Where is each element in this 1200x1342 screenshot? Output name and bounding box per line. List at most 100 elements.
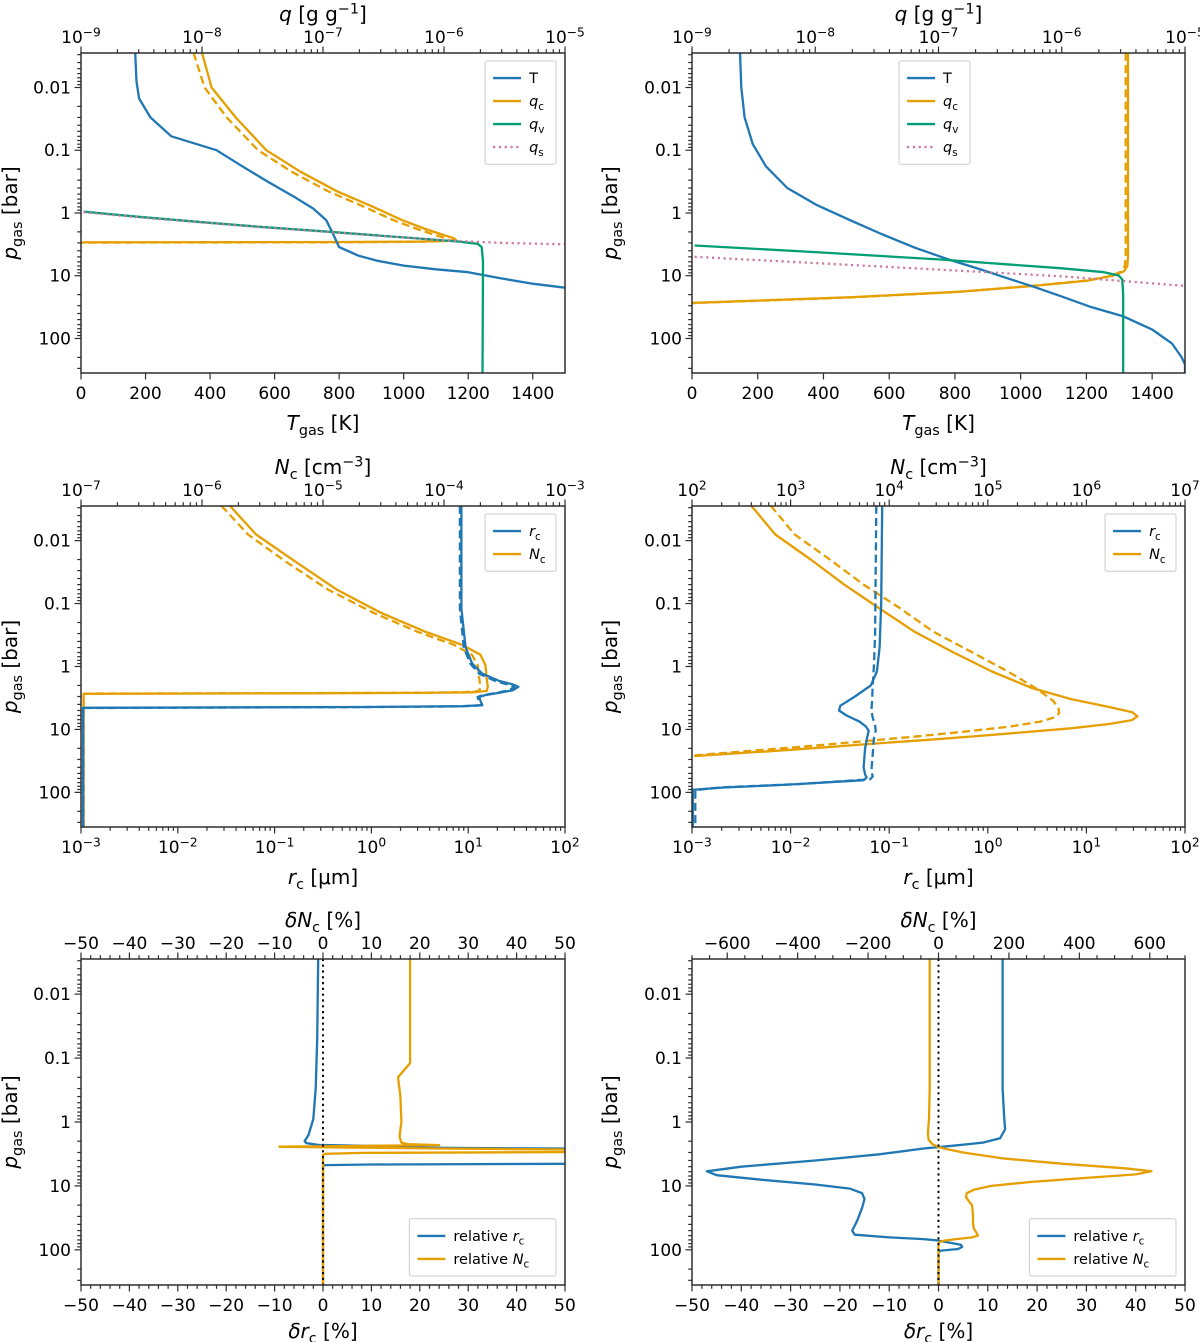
legend-box	[408, 1218, 557, 1277]
series-q_c	[83, 53, 457, 244]
tick-label: −50	[63, 934, 99, 954]
tick-label: −200	[845, 934, 892, 954]
top-axis-title: δNc [%]	[900, 908, 976, 936]
tick-label: 20	[409, 1296, 431, 1316]
tick-label: −20	[822, 1296, 858, 1316]
tick-label: −40	[723, 1296, 759, 1316]
tick-label: 10−7	[919, 26, 959, 48]
series-relative-n_c	[926, 959, 1153, 1285]
legend: rc Nc	[484, 513, 557, 572]
tick-label: 10−1	[869, 836, 909, 858]
tick-label: −50	[63, 1296, 99, 1316]
legend: rc Nc	[1104, 513, 1177, 572]
tick-label: 0.01	[33, 985, 71, 1005]
tick-label: 10−4	[424, 479, 464, 501]
tick-label: 10−9	[672, 26, 712, 48]
legend-label: relative rc	[453, 1229, 524, 1248]
tick-label: 400	[807, 384, 839, 404]
tick-label: −10	[257, 934, 293, 954]
plot-area	[278, 959, 565, 1285]
legend-label: T	[528, 71, 538, 87]
bottom-axis-title: rc [μm]	[288, 865, 358, 893]
tick-label: 10−3	[545, 479, 585, 501]
plot-area	[692, 506, 1139, 827]
tick-label: 800	[939, 384, 971, 404]
y-axis-title: pgas [bar]	[0, 166, 26, 260]
series-q_s	[83, 211, 565, 246]
tick-label: 0.1	[655, 1049, 682, 1069]
plot-area	[692, 53, 1185, 373]
tick-label: 1000	[999, 384, 1042, 404]
tick-label: −40	[111, 1296, 147, 1316]
series-t	[738, 53, 1185, 373]
tick-label: 103	[776, 479, 805, 501]
series-r_c-dashed	[81, 506, 516, 827]
y-axis-title: pgas [bar]	[0, 1075, 26, 1169]
legend-label: rc	[529, 524, 541, 543]
tick-label: 1200	[1065, 384, 1108, 404]
tick-label: 105	[973, 479, 1002, 501]
legend-label: Nc	[1149, 547, 1166, 566]
tick-label: 30	[1076, 1296, 1098, 1316]
legend-label: qs	[529, 140, 544, 159]
tick-label: 100	[973, 836, 1002, 858]
top-axis-title: Nc [cm−3]	[275, 454, 372, 483]
tick-label: −20	[208, 934, 244, 954]
series-n_c-dashed	[82, 506, 482, 827]
tick-label: 0.1	[655, 141, 682, 161]
tick-label: 50	[554, 934, 576, 954]
legend-box	[898, 60, 971, 165]
tick-label: 50	[554, 1296, 576, 1316]
tick-label: 10−2	[158, 836, 198, 858]
tick-label: 10−8	[795, 26, 835, 48]
tick-label: 10−8	[182, 26, 222, 48]
tick-label: −600	[704, 934, 751, 954]
legend-label: qs	[943, 140, 958, 159]
tick-label: 10	[49, 1177, 71, 1197]
tick-label: 0.1	[655, 595, 682, 615]
legend-label: Nc	[529, 547, 546, 566]
plot-area	[81, 506, 520, 827]
tick-label: 10−5	[545, 26, 585, 48]
top-axis-title: q [g g−1]	[895, 1, 983, 26]
tick-label: 10−5	[1165, 26, 1200, 48]
legend-label: relative rc	[1073, 1229, 1144, 1248]
series-n_c-dashed	[693, 506, 1061, 757]
series-q_s	[694, 255, 1185, 288]
legend-label: qc	[529, 94, 544, 113]
tick-label: 100	[39, 783, 71, 803]
tick-label: −50	[674, 1296, 710, 1316]
tick-label: 40	[1125, 1296, 1147, 1316]
series-q_c	[694, 53, 1130, 304]
tick-label: 0	[687, 384, 698, 404]
series-r_c	[692, 506, 884, 827]
series-r_c	[81, 506, 520, 827]
tick-label: 200	[993, 934, 1025, 954]
bottom-axis-title: δrc [%]	[288, 1319, 357, 1342]
tick-label: 102	[677, 479, 706, 501]
legend-label: qv	[529, 117, 544, 136]
tick-label: 1200	[447, 384, 490, 404]
legend: Tqc qv qs	[484, 60, 557, 165]
tick-label: 10−5	[303, 479, 343, 501]
legend: Tqc qv qs	[898, 60, 971, 165]
tick-label: 1	[60, 204, 71, 224]
legend-label: relative Nc	[453, 1252, 529, 1271]
legend-label: qc	[943, 94, 958, 113]
tick-label: 10	[660, 1177, 682, 1197]
tick-label: 10−7	[61, 479, 101, 501]
tick-label: −30	[773, 1296, 809, 1316]
tick-label: 102	[1170, 836, 1199, 858]
tick-label: 0.01	[644, 532, 682, 552]
tick-label: 0	[318, 934, 329, 954]
tick-label: 10−6	[182, 479, 222, 501]
tick-label: 10−6	[424, 26, 464, 48]
tick-label: 600	[1134, 934, 1166, 954]
tick-label: 1400	[511, 384, 554, 404]
tick-label: 10	[49, 267, 71, 287]
tick-label: 10−3	[672, 836, 712, 858]
tick-label: −10	[257, 1296, 293, 1316]
tick-label: 20	[409, 934, 431, 954]
chart-panel-bottom-left: −50 −40 −30 −20 −10 0 10 20 30 40 50−50 −40 −30 −20 −1…	[0, 908, 576, 1342]
